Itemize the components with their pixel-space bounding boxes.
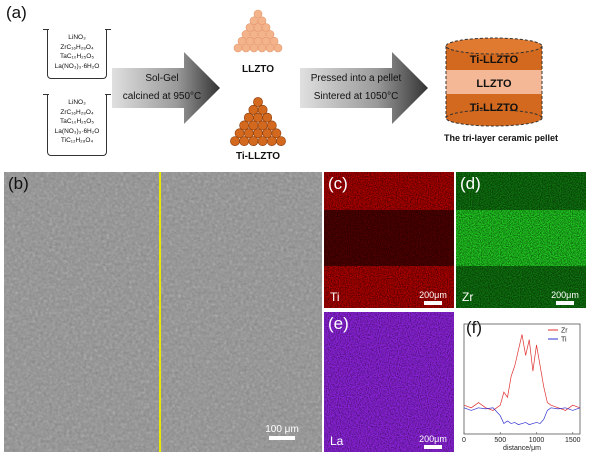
- la-element-label: La: [330, 434, 344, 448]
- process-arrow-1: [112, 52, 220, 124]
- beaker-llzto: LiNO₃ ZrC₁₆H₂₈O₄ TaC₁₀H₂₅O₅ La(NO₃)₃·6H₂O: [43, 29, 111, 79]
- beaker-ti-llzto: LiNO₃ ZrC₁₆H₂₈O₄ TaC₁₀H₂₅O₅ La(NO₃)₃·6H₂O Ti…: [43, 94, 111, 156]
- x-tick-label: 500: [494, 437, 506, 444]
- llzto-label: LLZTO: [241, 64, 275, 75]
- powder-particle: [257, 16, 267, 26]
- ti-element-label: Ti: [330, 290, 340, 304]
- x-tick-label: 0: [462, 437, 466, 444]
- series-line-zr: [463, 334, 581, 411]
- tri-layer-pellet: [445, 37, 543, 127]
- powder-particle: [266, 136, 277, 146]
- pellet-layer-bottom: Ti-LLZTO: [469, 102, 519, 114]
- powder-particle: [271, 128, 282, 139]
- powder-particle: [265, 43, 275, 53]
- powder-particle: [266, 120, 277, 131]
- arrow-2-label: Pressed into a pellet Sintered at 1050°C: [310, 73, 402, 102]
- process-arrow-2: [300, 52, 428, 124]
- powder-particle: [269, 36, 279, 46]
- beaker-ti-llzto-contents: LiNO₃ ZrC₁₆H₂₈O₄ TaC₁₀H₂₅O₅ La(NO₃)₃·6H₂O Ti…: [54, 99, 100, 144]
- sem-scale-bar: 100 μm: [262, 424, 302, 440]
- powder-particle: [257, 43, 267, 53]
- ti-eds-map: (c) Ti 200μm: [324, 172, 454, 308]
- panel-label-d: (d): [460, 174, 481, 193]
- ti-llzto-powder-pile: [230, 97, 286, 146]
- zr-element-label: Zr: [462, 290, 474, 304]
- zr-scale-bar: 200μm: [548, 290, 582, 305]
- line-scan-path: [159, 172, 161, 452]
- series-line-ti: [463, 407, 581, 425]
- pellet-layer-top: Ti-LLZTO: [469, 54, 519, 66]
- powder-particle: [262, 112, 273, 123]
- powder-particle: [248, 136, 259, 146]
- x-tick-label: 1000: [529, 437, 545, 444]
- la-eds-map: (e) La 200μm: [324, 312, 454, 452]
- powder-particle: [249, 43, 259, 53]
- pellet-layer-middle: LLZTO: [476, 78, 512, 90]
- powder-particle: [276, 136, 286, 146]
- powder-particle: [265, 30, 275, 39]
- panel-label-b: (b): [8, 174, 29, 193]
- panel-label-a: (a): [6, 3, 27, 22]
- powder-particle: [273, 43, 283, 53]
- powder-particle: [239, 136, 250, 146]
- line-profile-chart: (f) Zr Ti 0 500 1000 1500 distance/μm: [456, 312, 588, 452]
- panel-label-e: (e): [328, 314, 349, 333]
- legend-label-zr: Zr: [561, 328, 568, 335]
- legend-label-ti: Ti: [561, 337, 567, 344]
- powder-particle: [230, 136, 240, 146]
- panel-label-c: (c): [328, 174, 348, 193]
- powder-particle: [241, 43, 251, 53]
- powder-particle: [253, 9, 263, 19]
- la-scale-bar: 200μm: [416, 434, 450, 449]
- chart-frame: [463, 323, 581, 435]
- sem-image: (b) 100 μm: [4, 172, 322, 452]
- powder-particle: [261, 23, 271, 32]
- panel-label-f: (f): [466, 318, 483, 337]
- pellet-caption: The tri-layer ceramic pellet: [443, 133, 559, 143]
- arrow-1-label: Sol-Gel calcined at 950°C: [122, 73, 202, 102]
- llzto-powder-pile: [233, 9, 283, 53]
- powder-particle: [257, 136, 268, 146]
- powder-particle: [257, 104, 268, 115]
- powder-particle: [253, 97, 263, 107]
- ti-llzto-label: Ti-LLZTO: [235, 151, 281, 162]
- zr-eds-map: (d) Zr 200μm: [456, 172, 586, 308]
- powder-particle: [233, 43, 243, 53]
- beaker-llzto-contents: LiNO₃ ZrC₁₆H₂₈O₄ TaC₁₀H₂₅O₅ La(NO₃)₃·6H₂O: [54, 34, 100, 70]
- x-tick-label: 1500: [565, 437, 581, 444]
- x-axis-label: distance/μm: [503, 445, 541, 452]
- ti-scale-bar: 200μm: [416, 290, 450, 305]
